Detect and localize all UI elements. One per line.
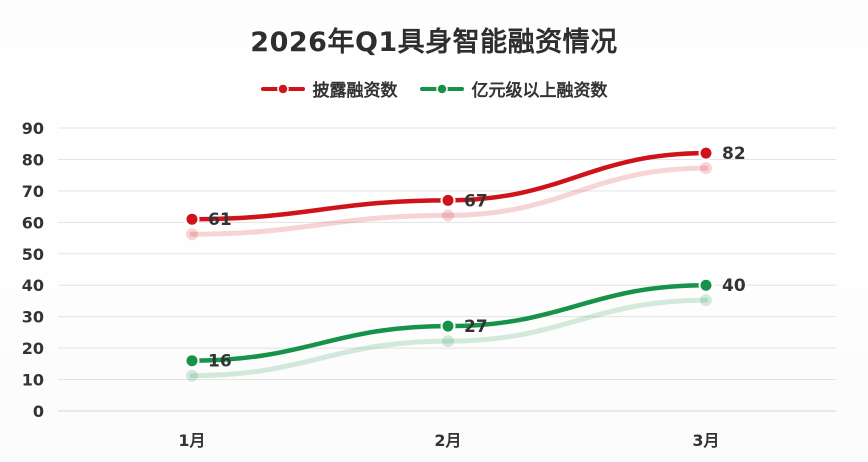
y-tick-label: 10 <box>22 371 44 390</box>
legend-item-series-1: 披露融资数 <box>260 76 398 101</box>
y-tick-label: 30 <box>22 308 44 327</box>
series-shadow-line-1 <box>189 165 709 237</box>
series-shadow-point-2 <box>442 335 454 348</box>
legend-swatch-series-2 <box>419 82 464 95</box>
y-tick-label: 70 <box>22 182 44 201</box>
series-1-point <box>698 145 714 161</box>
legend-label-series-2: 亿元级以上融资数 <box>471 81 608 101</box>
series-shadow-point-1 <box>442 209 454 222</box>
series-1-point <box>440 192 456 208</box>
legend-item-series-2: 亿元级以上融资数 <box>419 76 608 101</box>
y-tick-label: 20 <box>22 339 44 358</box>
y-tick-label: 50 <box>22 245 44 264</box>
series-2-data-label: 27 <box>464 317 488 337</box>
y-tick-label: 40 <box>22 276 44 295</box>
series-2-data-label: 16 <box>208 352 232 372</box>
legend-label-series-1: 披露融资数 <box>312 81 398 101</box>
series-2-point <box>184 353 200 369</box>
y-tick-label: 60 <box>22 213 44 232</box>
x-tick-label: 2月 <box>434 431 461 450</box>
series-1-data-label: 67 <box>464 191 488 211</box>
chart-title: 2026年Q1具身智能融资情况 <box>250 27 618 58</box>
x-tick-label: 3月 <box>692 431 719 450</box>
y-tick-label: 80 <box>22 150 44 169</box>
series-2-point <box>698 277 714 293</box>
series-2-data-label: 40 <box>722 276 746 296</box>
chart-legend: 披露融资数 亿元级以上融资数 <box>0 76 868 101</box>
x-tick-label: 1月 <box>178 431 205 450</box>
series-line-1 <box>189 150 709 222</box>
series-1-point <box>184 211 200 227</box>
series-1-data-label: 61 <box>208 210 232 230</box>
series-1-data-label: 82 <box>722 144 746 164</box>
series-shadow-point-2 <box>700 294 712 307</box>
series-2-point <box>440 318 456 334</box>
y-tick-label: 90 <box>22 119 44 138</box>
series-shadow-line-2 <box>189 297 709 379</box>
series-shadow-point-1 <box>186 228 198 241</box>
y-tick-label: 0 <box>33 402 44 421</box>
legend-swatch-series-1 <box>260 82 305 95</box>
series-shadow-point-1 <box>700 162 712 175</box>
series-shadow-point-2 <box>186 369 198 382</box>
